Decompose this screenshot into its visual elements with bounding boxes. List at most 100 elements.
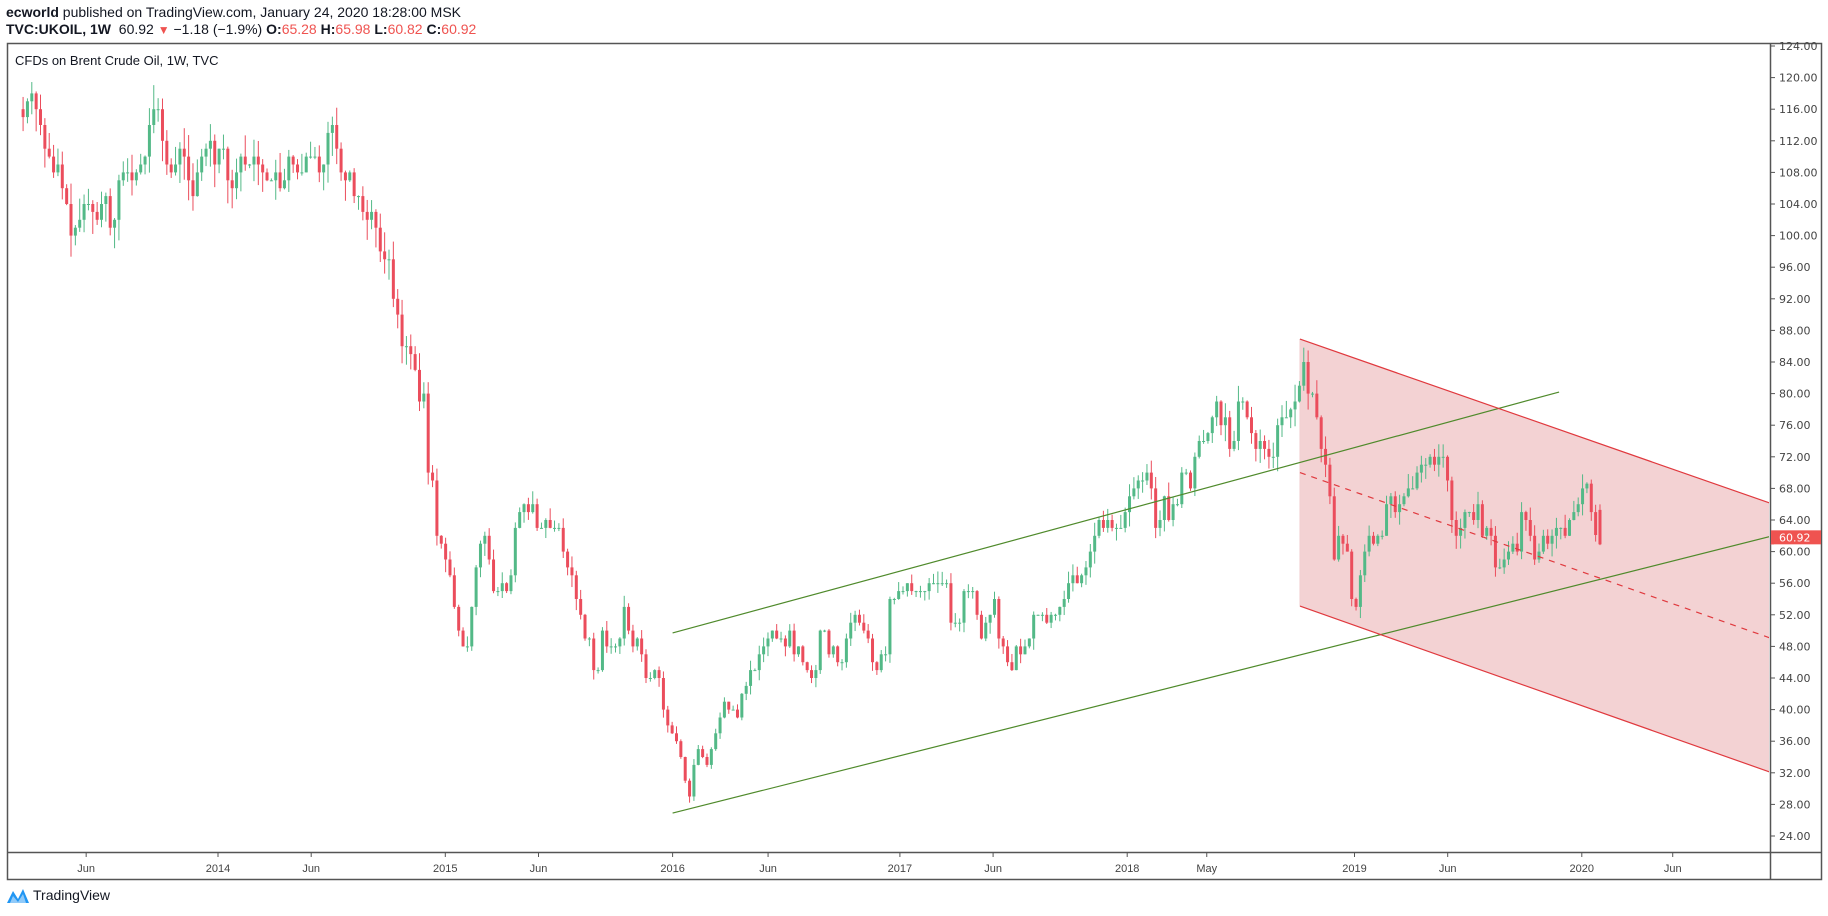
candle-body [1363,551,1367,576]
candle-body [1341,535,1345,544]
candle-body [1219,401,1223,426]
candle-body [1493,535,1497,568]
candle-body [435,480,439,536]
x-tick-label: Jun [77,863,95,875]
candle-body [1589,483,1593,513]
x-tick-label: 2018 [1115,863,1139,875]
candle-body [749,670,753,686]
candle-body [1106,520,1110,528]
candle-body [884,654,888,656]
candle-body [722,701,726,718]
candle-body [1001,638,1005,647]
candle-body [1528,520,1532,536]
candle-body [492,559,496,592]
candle-body [1162,496,1166,520]
candle-body [696,749,700,765]
candle-body [997,599,1001,639]
candle-body [1088,551,1092,568]
candle-body [383,251,387,260]
candle-body [52,156,56,173]
candle-body [291,156,295,165]
y-tick-label: 92.00 [1779,293,1811,306]
channel-bottom[interactable] [1299,605,1828,805]
candle-body [252,156,256,165]
candle-body [1293,401,1297,410]
candle-body [60,164,64,189]
y-tick-label: 40.00 [1779,704,1811,717]
candle-body [1053,614,1057,616]
candle-body [609,646,613,648]
time-axis[interactable]: Jun 2014 Jun 2015 Jun 2016 Jun 2017 Jun 2018 May 20… [77,852,1682,875]
candle-body [1567,520,1571,536]
candle-body [25,101,29,118]
candle-body [1206,433,1210,441]
candle-body [1520,512,1524,552]
candle-body [1014,646,1018,671]
candle-body [879,654,883,671]
candle-body [343,172,347,181]
candle-body [1080,575,1084,584]
candle-body [775,630,779,639]
candle-body [1546,535,1550,544]
candle-body [200,156,204,173]
candle-body [735,709,739,718]
candle-body [840,662,844,664]
candle-body [426,393,430,473]
y-tick-label: 44.00 [1779,672,1811,685]
candle-body [753,670,757,672]
candle-body [174,164,178,173]
candle-body [796,646,800,655]
candle-body [714,733,718,750]
candle-body [814,670,818,678]
candle-body [1598,509,1602,545]
candle-body [918,591,922,593]
candle-body [1114,527,1118,529]
candle-body [932,583,936,585]
chart-frame [6,42,1823,881]
candle-body [823,630,827,632]
last-price-tag-bg [1771,530,1821,545]
author-name[interactable]: ecworld [6,4,59,20]
candle-body [557,527,561,529]
candle-body [370,211,374,220]
price-axis[interactable]: 124.00 120.00 116.00 112.00 108.00 104.00 100.… [1770,40,1818,843]
tradingview-logo[interactable]: TradingView [7,887,110,903]
candle-body [178,148,182,165]
candle-body [709,749,713,765]
channel-mid[interactable] [1299,472,1828,671]
candle-body [165,140,169,165]
candle-body [1093,535,1097,552]
y-tick-label: 32.00 [1779,767,1811,780]
upper-trendline[interactable] [672,391,1560,634]
candle-body [309,156,313,158]
channel-top[interactable] [1299,338,1828,536]
candle-body [457,606,461,631]
candle-body [596,670,600,672]
low-value: 60.82 [387,21,423,37]
y-tick-label: 28.00 [1779,798,1811,811]
low-label: L: [374,21,388,37]
candle-body [1472,512,1476,520]
x-tick-label: Jun [302,863,320,875]
lower-trendline[interactable] [672,513,1828,814]
candle-body [226,148,230,181]
close-value: 60.92 [441,21,477,37]
candle-body [544,520,548,528]
channel-fill [1299,339,1769,772]
candle-body [1393,496,1397,513]
y-tick-label: 80.00 [1779,388,1811,401]
candle-body [801,646,805,663]
candle-body [322,164,326,173]
candle-body [1123,512,1127,528]
candle-body [439,535,443,544]
candle-body [1180,472,1184,505]
candle-body [853,614,857,623]
candle-body [352,172,356,197]
y-tick-label: 24.00 [1779,830,1811,843]
candle-body [966,591,970,593]
candle-body [1149,472,1153,489]
candle-body [897,591,901,599]
candle-body [518,512,522,528]
candle-body [1594,512,1598,536]
